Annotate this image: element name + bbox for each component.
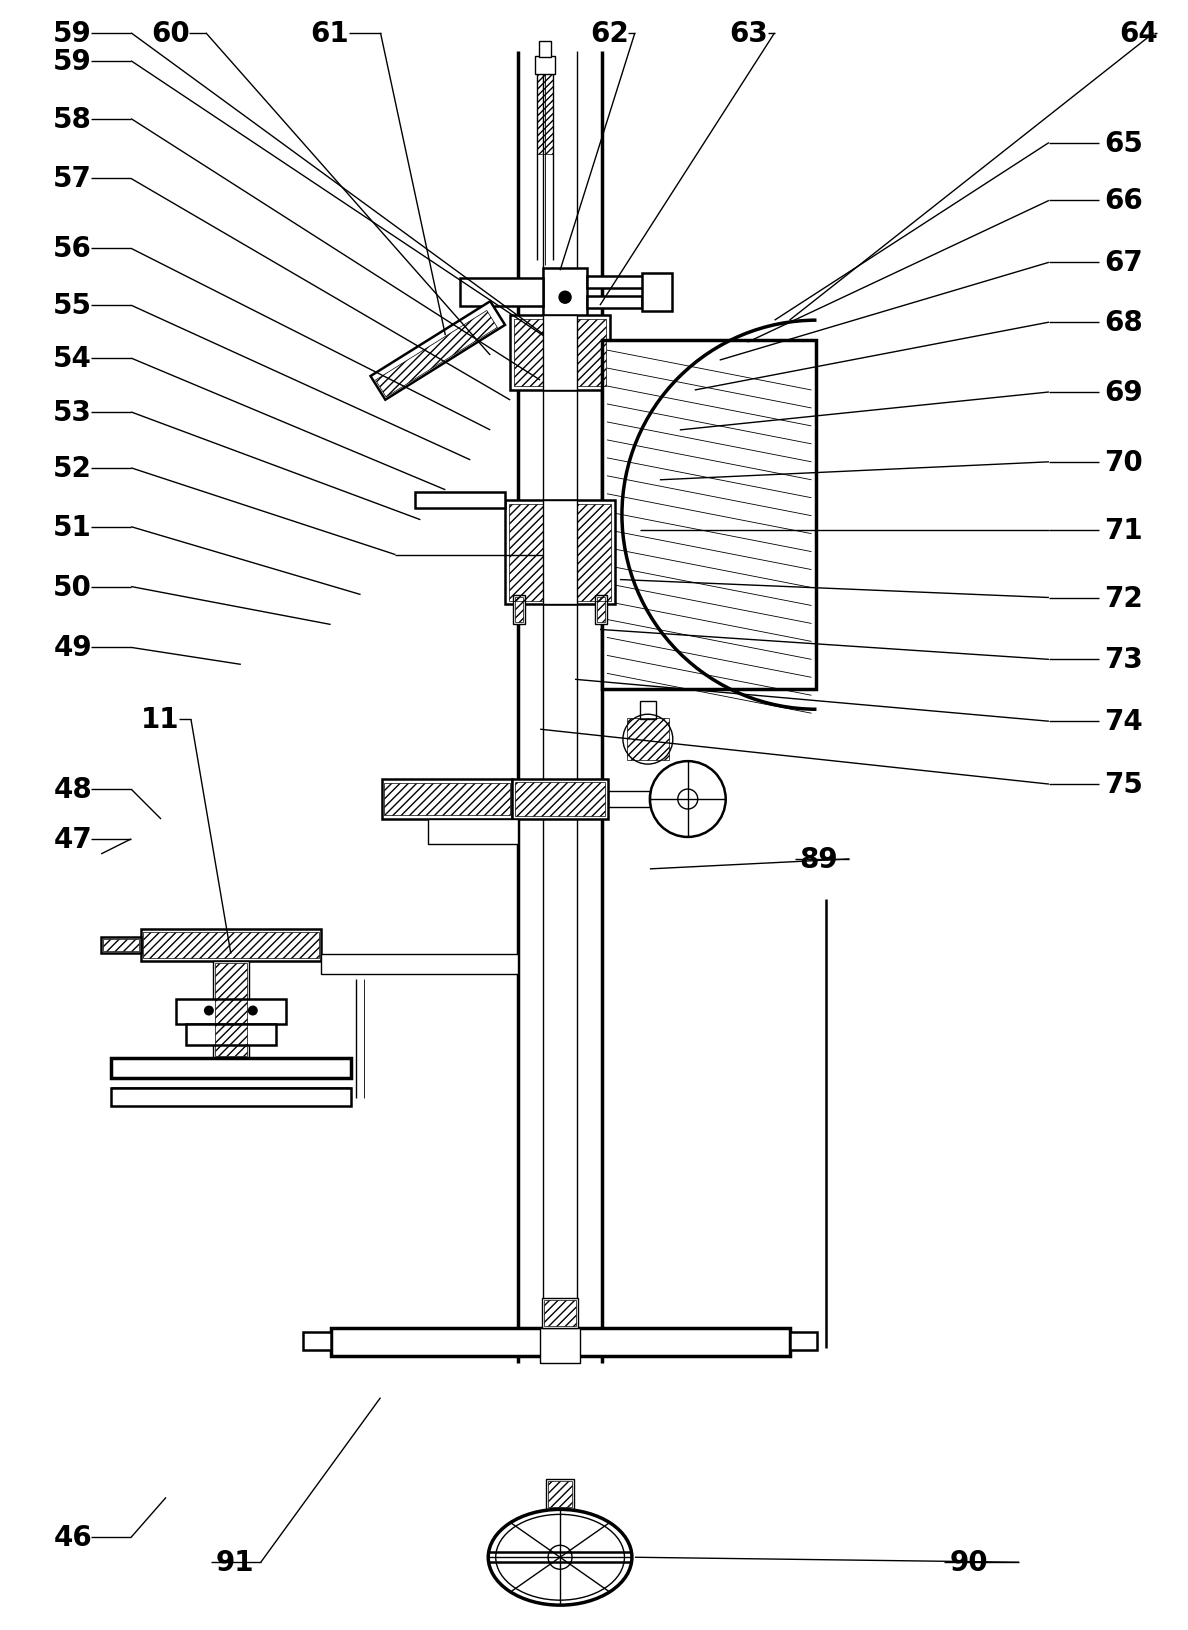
Bar — [516, 597, 523, 623]
Bar — [608, 792, 650, 807]
Text: 90: 90 — [949, 1548, 987, 1576]
Bar — [101, 937, 141, 954]
Bar — [548, 1482, 573, 1508]
Text: 67: 67 — [1104, 249, 1143, 277]
Text: 50: 50 — [53, 574, 93, 601]
Bar — [537, 75, 554, 155]
Bar — [187, 1024, 276, 1046]
Text: 49: 49 — [53, 634, 91, 662]
Bar — [539, 42, 551, 57]
Text: 11: 11 — [141, 706, 179, 734]
Bar — [460, 279, 543, 306]
Circle shape — [560, 292, 571, 305]
Bar — [112, 1060, 350, 1079]
Circle shape — [248, 1006, 258, 1015]
Text: 52: 52 — [53, 455, 93, 482]
Text: 61: 61 — [311, 20, 349, 47]
Bar — [627, 719, 669, 761]
Bar — [510, 504, 611, 601]
Bar — [544, 1301, 576, 1325]
Text: 66: 66 — [1104, 187, 1143, 215]
Bar — [790, 1332, 817, 1350]
Text: 56: 56 — [53, 235, 93, 262]
Text: 71: 71 — [1104, 517, 1143, 544]
Bar — [385, 784, 510, 815]
Text: 53: 53 — [53, 399, 93, 427]
Bar — [640, 703, 656, 720]
Text: 63: 63 — [729, 20, 769, 47]
Bar — [429, 820, 518, 844]
Text: 46: 46 — [53, 1524, 91, 1552]
Bar — [375, 311, 498, 398]
Text: 57: 57 — [53, 165, 93, 194]
Bar — [330, 1328, 790, 1356]
Text: 75: 75 — [1104, 771, 1143, 799]
Text: 59: 59 — [53, 20, 91, 47]
Bar — [215, 963, 247, 1056]
Text: 48: 48 — [53, 776, 91, 804]
Bar — [416, 492, 505, 509]
Bar — [112, 1089, 350, 1107]
Text: 69: 69 — [1104, 378, 1143, 408]
Bar — [513, 595, 525, 624]
Bar — [535, 57, 555, 75]
Bar — [213, 962, 248, 1060]
Bar — [543, 316, 577, 391]
Bar — [176, 999, 286, 1024]
Text: 89: 89 — [800, 846, 839, 874]
Bar — [383, 779, 512, 820]
Text: 68: 68 — [1104, 310, 1143, 337]
Bar — [542, 1297, 579, 1328]
Bar — [602, 341, 816, 689]
Bar — [587, 297, 642, 310]
Text: 51: 51 — [53, 513, 91, 541]
Text: 62: 62 — [590, 20, 628, 47]
Text: 55: 55 — [53, 292, 93, 319]
Text: 59: 59 — [53, 47, 91, 75]
Text: 64: 64 — [1119, 20, 1157, 47]
Bar — [543, 269, 587, 316]
Text: 74: 74 — [1104, 707, 1143, 735]
Text: 65: 65 — [1104, 129, 1143, 158]
Text: 47: 47 — [53, 825, 91, 854]
Bar — [505, 500, 615, 605]
Bar — [141, 929, 321, 962]
Bar — [598, 597, 605, 623]
Bar — [512, 779, 608, 820]
Text: 60: 60 — [151, 20, 190, 47]
Bar — [303, 1332, 330, 1350]
Bar — [642, 274, 672, 311]
Bar — [595, 595, 607, 624]
Bar — [510, 316, 609, 391]
Bar — [514, 319, 606, 386]
Bar — [541, 1328, 580, 1363]
Bar — [143, 932, 318, 958]
Bar — [546, 1480, 574, 1509]
Bar — [516, 782, 605, 817]
Bar — [587, 277, 666, 289]
Text: 54: 54 — [53, 346, 93, 373]
Text: 72: 72 — [1104, 584, 1143, 613]
Bar — [543, 500, 577, 605]
Bar — [321, 954, 518, 975]
Text: 58: 58 — [53, 106, 93, 134]
Text: 70: 70 — [1104, 448, 1143, 476]
Text: 73: 73 — [1104, 645, 1143, 673]
Bar — [103, 939, 139, 950]
Bar — [371, 302, 505, 401]
Text: 91: 91 — [216, 1548, 254, 1576]
Circle shape — [204, 1006, 214, 1015]
